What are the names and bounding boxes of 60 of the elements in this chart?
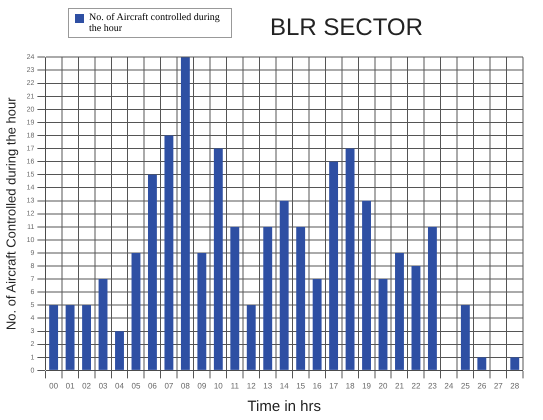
bar: [346, 148, 355, 370]
bar: [66, 305, 75, 370]
x-tick-label: 00: [49, 381, 59, 390]
legend-label: No. of Aircraft controlled during the hour: [89, 12, 221, 34]
x-tick-label: 19: [362, 381, 372, 390]
bar: [180, 57, 190, 370]
bar: [197, 252, 206, 370]
bar: [412, 266, 420, 370]
bar: [296, 226, 306, 370]
x-tick-label: 26: [477, 381, 487, 390]
x-tick-label: 11: [230, 381, 240, 390]
x-tick-label: 21: [395, 381, 404, 390]
x-tick-label: 06: [148, 381, 158, 390]
bar: [312, 279, 322, 370]
x-tick-label: 13: [263, 381, 273, 390]
chart-title: BLR SECTOR: [270, 14, 423, 42]
bar: [477, 357, 486, 370]
bar: [395, 252, 404, 370]
bar: [49, 305, 58, 370]
bar: [329, 162, 338, 370]
bar: [428, 226, 437, 370]
x-tick-label: 12: [246, 381, 256, 390]
x-tick-label: 10: [214, 381, 224, 390]
bar: [510, 357, 520, 370]
bar: [214, 148, 223, 370]
x-tick-label: 27: [494, 381, 504, 390]
y-axis-title: No. of Aircraft Controlled during the hour: [3, 96, 18, 330]
bar: [280, 200, 289, 370]
bar: [115, 331, 124, 370]
x-tick-label: 28: [510, 381, 520, 390]
x-tick-label: 09: [197, 381, 207, 390]
x-tick-label: 02: [82, 381, 92, 390]
bar: [164, 136, 174, 370]
x-tick-label: 15: [296, 381, 306, 390]
x-tick-label: 24: [444, 381, 454, 390]
x-axis-title: Time in hrs: [247, 398, 322, 416]
x-tick-label: 25: [460, 381, 470, 390]
x-tick-label: 07: [164, 381, 174, 390]
bar: [132, 252, 140, 370]
x-tick-label: 20: [378, 381, 388, 390]
x-tick-label: 17: [329, 381, 339, 390]
x-tick-label: 03: [98, 381, 108, 390]
bar: [230, 226, 240, 370]
x-tick-label: 16: [312, 381, 322, 390]
x-tick-label: 14: [280, 381, 290, 390]
x-tick-label: 23: [428, 381, 438, 390]
bar: [378, 279, 388, 370]
x-tick-label: 01: [66, 381, 76, 390]
bar: [460, 305, 470, 370]
bar: [263, 226, 272, 370]
x-tick-label: 22: [411, 381, 421, 390]
bar: [362, 200, 371, 370]
x-tick-label: 18: [346, 381, 356, 390]
bar: [98, 279, 108, 370]
bar: [246, 305, 256, 370]
x-tick-label: 08: [180, 381, 190, 390]
x-tick-label: 04: [115, 381, 124, 390]
x-tick-label: 05: [132, 381, 141, 390]
bar: [148, 174, 157, 370]
bar: [82, 305, 92, 370]
